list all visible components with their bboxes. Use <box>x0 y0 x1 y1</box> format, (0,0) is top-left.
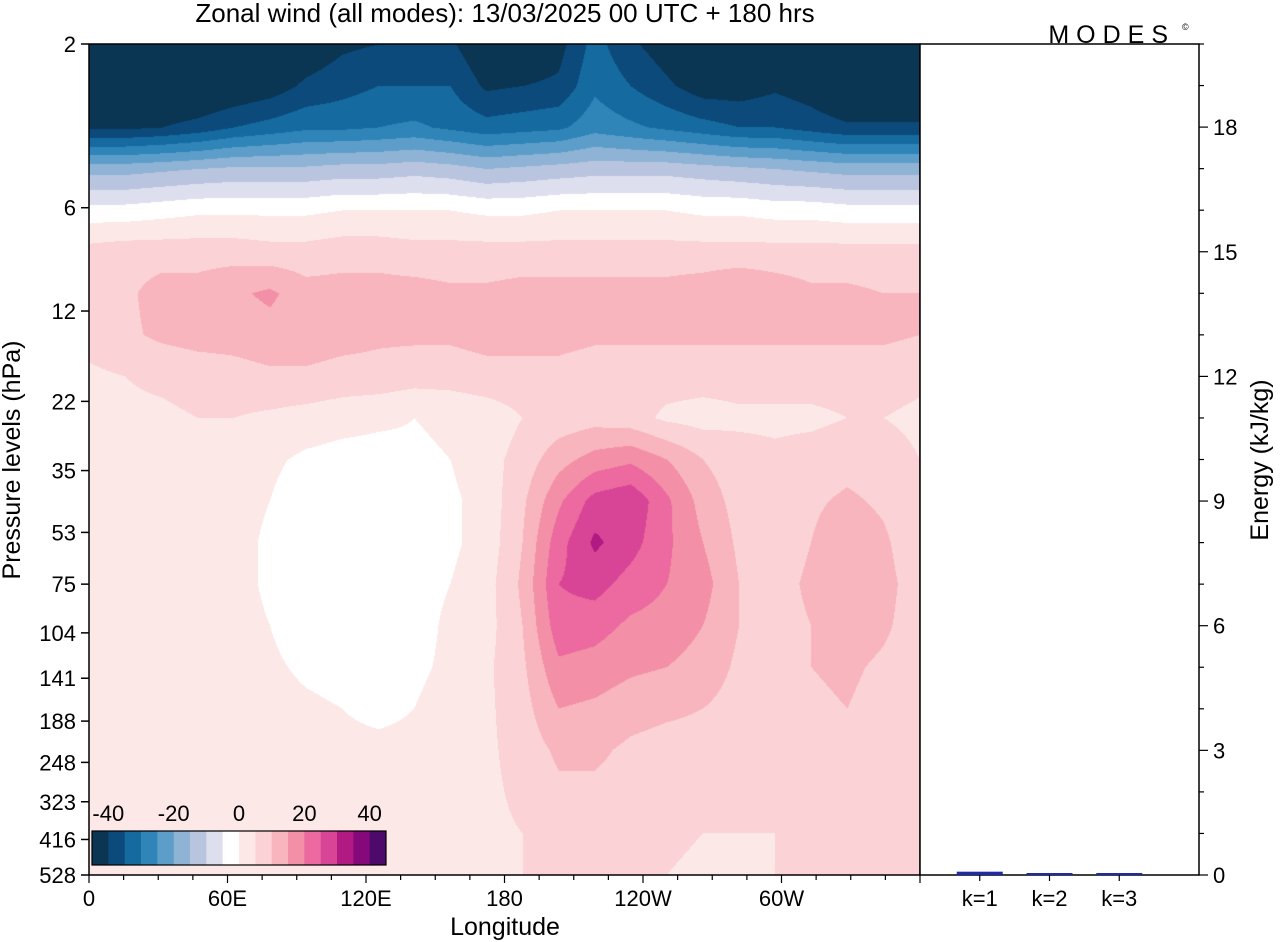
energy-bars: k=1 k=2 k=3 <box>956 871 1143 911</box>
colorbar-swatch <box>157 831 175 865</box>
energy-panel: 0 3 6 9 12 15 18 k=1 k=2 k=3 Energy (kJ/kg) <box>919 43 1274 911</box>
colorbar-swatch <box>255 831 273 865</box>
energy-category-label: k=1 <box>962 886 998 911</box>
y-tick-label: 35 <box>52 459 76 484</box>
energy-tick-label: 3 <box>1213 738 1225 763</box>
x-tick-label: 120W <box>614 886 672 911</box>
x-tick-label: 0 <box>83 886 95 911</box>
colorbar-swatch <box>190 831 207 865</box>
colorbar-swatch <box>206 831 224 865</box>
colorbar-swatch <box>337 831 354 865</box>
y-axis-label: Pressure levels (hPa) <box>0 341 26 580</box>
y-tick-label: 53 <box>52 520 76 545</box>
energy-category-label: k=2 <box>1031 886 1067 911</box>
x-tick-label: 60W <box>759 886 804 911</box>
colorbar-frame <box>91 830 387 866</box>
y-tick-label: 22 <box>52 389 76 414</box>
y-tick-label: 528 <box>39 863 76 888</box>
y-tick-label: 416 <box>39 827 76 852</box>
energy-tick-label: 12 <box>1213 364 1237 389</box>
energy-tick-label: 6 <box>1213 614 1225 639</box>
colorbar-swatch <box>271 831 289 865</box>
energy-bar <box>1096 873 1143 875</box>
colorbar-swatch <box>239 831 256 865</box>
y-tick-label: 12 <box>52 299 76 324</box>
colorbar-tick-label: -20 <box>158 801 190 826</box>
pressure-axis: 2 6 12 22 35 53 75 104 141 188 248 323 416 528 <box>39 32 89 888</box>
energy-category-label: k=3 <box>1101 886 1137 911</box>
energy-tick-label: 9 <box>1213 489 1225 514</box>
x-tick-label: 120E <box>340 886 391 911</box>
energy-bar <box>956 871 1003 875</box>
y-tick-label: 141 <box>39 666 76 691</box>
colorbar-swatch <box>320 831 338 865</box>
chart-title: Zonal wind (all modes): 13/03/2025 00 UT… <box>195 0 814 28</box>
y-tick-label: 248 <box>39 750 76 775</box>
energy-axis-label: Energy (kJ/kg) <box>1246 379 1274 540</box>
y-tick-label: 188 <box>39 709 76 734</box>
x-tick-label: 180 <box>486 886 523 911</box>
colorbar-swatch <box>304 831 322 865</box>
y-tick-label: 75 <box>52 572 76 597</box>
x-tick-label: 60E <box>208 886 247 911</box>
colorbar-swatch <box>108 831 126 865</box>
energy-axis: 0 3 6 9 12 15 18 <box>1199 43 1237 888</box>
colorbar-tick-label: -40 <box>92 801 124 826</box>
heatmap-plot <box>88 43 921 876</box>
energy-bar <box>1026 873 1073 875</box>
energy-frame <box>919 43 1200 876</box>
colorbar-swatch <box>369 831 387 865</box>
y-tick-label: 104 <box>39 621 76 646</box>
colorbar-swatch <box>222 831 240 865</box>
energy-tick-label: 0 <box>1213 863 1225 888</box>
colorbar-tick-label: 20 <box>292 801 316 826</box>
colorbar-swatch <box>173 831 191 865</box>
brand-mark: © <box>1182 22 1189 32</box>
x-axis-label: Longitude <box>450 913 560 941</box>
colorbar-tick-label: 0 <box>233 801 245 826</box>
longitude-axis: 0 60E 120E 180 120W 60W <box>83 875 921 911</box>
energy-tick-label: 18 <box>1213 115 1237 140</box>
colorbar-swatch <box>92 831 109 865</box>
colorbar-tick-label: 40 <box>357 801 381 826</box>
y-tick-label: 6 <box>64 196 76 221</box>
energy-tick-label: 15 <box>1213 240 1237 265</box>
colorbar-swatch <box>288 831 305 865</box>
colorbar-swatch <box>353 831 371 865</box>
colorbar-swatch <box>124 831 142 865</box>
colorbar: -40 -20 0 20 40 <box>91 801 387 866</box>
y-tick-label: 2 <box>64 32 76 57</box>
colorbar-swatch <box>141 831 158 865</box>
heatmap-raster <box>89 44 920 875</box>
y-tick-label: 323 <box>39 790 76 815</box>
